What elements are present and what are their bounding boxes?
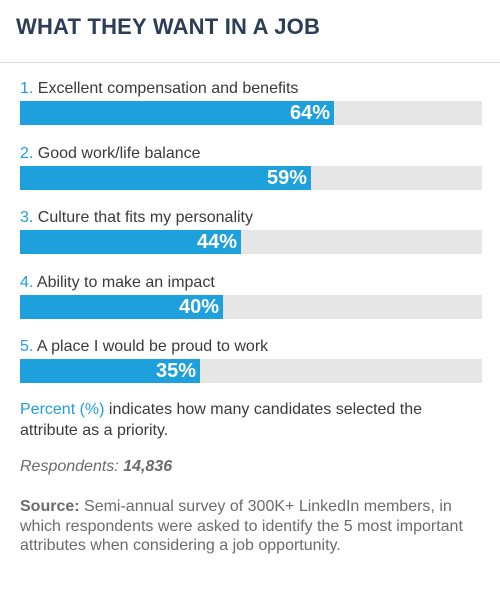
respondents-line: Respondents: 14,836 (20, 458, 172, 476)
title-divider (0, 62, 500, 63)
bar-track: 35% (20, 359, 482, 383)
bar-rank: 1. (20, 80, 34, 97)
bar-fill: 40% (20, 294, 223, 319)
bar-category-text: Ability to make an impact (36, 273, 215, 291)
percent-note-key: Percent (%) (20, 401, 105, 418)
respondents-count: 14,836 (123, 458, 173, 475)
bar-category-label: 5. A place I would be proud to work (20, 337, 482, 357)
source-label: Source: (20, 498, 80, 515)
percent-note: Percent (%) indicates how many candidate… (20, 399, 480, 441)
bar-rank: 4. (20, 273, 34, 291)
bar-item: 3. Culture that fits my personality 44% (20, 208, 482, 254)
bar-item: 4. Ability to make an impact 40% (20, 273, 482, 319)
bar-category-text: Culture that fits my personality (37, 209, 253, 226)
bar-category-text: Good work/life balance (37, 144, 201, 162)
bar-fill: 44% (20, 230, 241, 254)
bar-category-label: 4. Ability to make an impact (20, 273, 482, 293)
bar-category-text: Excellent compensation and benefits (37, 80, 299, 97)
source-text: Semi-annual survey of 300K+ LinkedIn mem… (20, 498, 463, 554)
bar-track: 44% (20, 230, 482, 254)
chart-title: WHAT THEY WANT IN A JOB (16, 14, 321, 39)
source-note: Source: Semi-annual survey of 300K+ Link… (20, 497, 482, 556)
bar-item: 1. Excellent compensation and benefits 64… (20, 79, 482, 125)
bar-category-label: 2. Good work/life balance (20, 144, 482, 164)
bar-category-label: 3. Culture that fits my personality (20, 208, 482, 228)
bar-value-label: 44% (196, 231, 237, 253)
bar-rank: 2. (20, 144, 34, 162)
bar-value-label: 40% (178, 295, 219, 318)
bar-track: 59% (20, 165, 482, 190)
bar-rank: 5. (20, 338, 34, 355)
bar-category-label: 1. Excellent compensation and benefits (20, 79, 482, 99)
bar-fill: 64% (20, 101, 334, 125)
bar-value-label: 35% (155, 360, 196, 382)
bar-rank: 3. (20, 209, 34, 226)
bar-track: 64% (20, 101, 482, 125)
bar-item: 5. A place I would be proud to work 35% (20, 337, 482, 383)
bar-fill: 35% (20, 359, 200, 383)
bar-item: 2. Good work/life balance 59% (20, 144, 482, 190)
bar-fill: 59% (20, 165, 311, 190)
percent-note-text: indicates how many candidates selected t… (20, 401, 422, 439)
bar-value-label: 64% (289, 102, 330, 124)
bar-category-text: A place I would be proud to work (36, 338, 269, 355)
respondents-label: Respondents: (20, 458, 124, 475)
bar-track: 40% (20, 294, 482, 319)
bar-value-label: 59% (266, 166, 307, 189)
